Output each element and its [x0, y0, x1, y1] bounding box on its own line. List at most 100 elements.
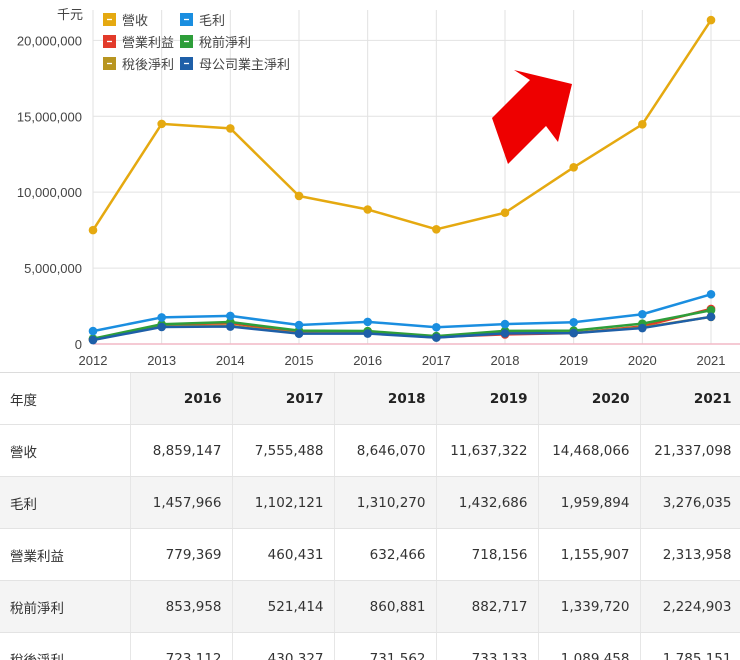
table-cell-value: 1,089,458 [538, 633, 640, 660]
data-point[interactable] [501, 329, 510, 338]
legend-label: 稅前淨利 [199, 35, 251, 51]
axis-layer: 05,000,00010,000,00015,000,00020,000,000… [17, 33, 740, 368]
year-column-header: 2019 [436, 373, 538, 425]
x-tick-label: 2021 [697, 353, 726, 368]
row-label: 稅後淨利 [0, 633, 130, 660]
legend-item[interactable]: 營業利益 [103, 35, 174, 51]
legend-item[interactable]: 營收 [103, 13, 148, 29]
data-point[interactable] [707, 16, 716, 25]
table-cell-value: 21,337,098 [640, 425, 740, 477]
table-cell-value: 460,431 [232, 529, 334, 581]
data-point[interactable] [638, 310, 647, 319]
x-tick-label: 2016 [353, 353, 382, 368]
data-point[interactable] [226, 124, 235, 133]
y-tick-label: 20,000,000 [17, 33, 82, 48]
table-cell-value: 8,859,147 [130, 425, 232, 477]
legend-label: 母公司業主淨利 [199, 57, 290, 73]
data-point[interactable] [432, 225, 441, 234]
data-point[interactable] [363, 318, 372, 327]
row-label: 毛利 [0, 477, 130, 529]
x-tick-label: 2017 [422, 353, 451, 368]
x-tick-label: 2020 [628, 353, 657, 368]
table-cell-value: 14,468,066 [538, 425, 640, 477]
data-point[interactable] [638, 324, 647, 333]
table-cell-value: 779,369 [130, 529, 232, 581]
table-cell-value: 733,133 [436, 633, 538, 660]
legend-item[interactable]: 稅前淨利 [180, 35, 251, 51]
data-point[interactable] [295, 192, 304, 201]
data-point[interactable] [226, 312, 235, 321]
table-cell-value: 1,310,270 [334, 477, 436, 529]
data-point[interactable] [432, 333, 441, 342]
y-axis-unit-label: 千元 [57, 7, 83, 22]
data-point[interactable] [89, 327, 98, 336]
year-column-header: 2020 [538, 373, 640, 425]
table-cell-value: 521,414 [232, 581, 334, 633]
table-cell-value: 632,466 [334, 529, 436, 581]
legend-label: 營業利益 [122, 35, 174, 51]
table-cell-value: 853,958 [130, 581, 232, 633]
table-cell-value: 430,327 [232, 633, 334, 660]
data-point[interactable] [363, 205, 372, 214]
year-column-header: 2016 [130, 373, 232, 425]
data-point[interactable] [638, 120, 647, 129]
table-row: 稅後淨利723,112430,327731,562733,1331,089,45… [0, 633, 740, 660]
data-point[interactable] [569, 329, 578, 338]
y-tick-label: 15,000,000 [17, 109, 82, 124]
legend-label: 稅後淨利 [122, 58, 174, 73]
table-cell-value: 2,224,903 [640, 581, 740, 633]
data-point[interactable] [226, 322, 235, 331]
table-cell-value: 1,432,686 [436, 477, 538, 529]
red-arrow-annotation [492, 70, 572, 164]
data-point[interactable] [295, 329, 304, 338]
data-point[interactable] [89, 226, 98, 235]
table-cell-value: 8,646,070 [334, 425, 436, 477]
data-point[interactable] [89, 336, 98, 345]
table-cell-value: 7,555,488 [232, 425, 334, 477]
data-point[interactable] [157, 120, 166, 129]
row-label: 營收 [0, 425, 130, 477]
data-point[interactable] [295, 321, 304, 330]
x-tick-label: 2012 [79, 353, 108, 368]
data-point[interactable] [569, 163, 578, 172]
year-column-header: 2018 [334, 373, 436, 425]
x-tick-label: 2018 [491, 353, 520, 368]
data-point[interactable] [363, 329, 372, 338]
x-tick-label: 2014 [216, 353, 245, 368]
table-cell-value: 723,112 [130, 633, 232, 660]
data-point[interactable] [569, 318, 578, 327]
row-label: 稅前淨利 [0, 581, 130, 633]
legend-item[interactable]: 稅後淨利 [103, 57, 174, 73]
x-tick-label: 2013 [147, 353, 176, 368]
data-point[interactable] [432, 323, 441, 332]
data-point[interactable] [501, 320, 510, 329]
year-column-header: 2017 [232, 373, 334, 425]
y-tick-label: 5,000,000 [24, 261, 82, 276]
row-label: 營業利益 [0, 529, 130, 581]
legend-label: 營收 [122, 14, 148, 29]
legend-item[interactable]: 毛利 [180, 13, 225, 29]
legend-item[interactable]: 母公司業主淨利 [180, 57, 290, 73]
table-cell-value: 882,717 [436, 581, 538, 633]
data-point[interactable] [501, 208, 510, 217]
chart-svg: 05,000,00010,000,00015,000,00020,000,000… [0, 0, 740, 372]
table-cell-value: 1,339,720 [538, 581, 640, 633]
data-point[interactable] [707, 290, 716, 299]
table-cell-value: 1,457,966 [130, 477, 232, 529]
table-cell-value: 1,155,907 [538, 529, 640, 581]
data-point[interactable] [157, 323, 166, 332]
table-cell-value: 1,102,121 [232, 477, 334, 529]
table-cell-value: 860,881 [334, 581, 436, 633]
data-point[interactable] [157, 313, 166, 322]
data-point[interactable] [707, 313, 716, 322]
x-tick-label: 2019 [559, 353, 588, 368]
y-tick-label: 0 [75, 337, 82, 352]
series-1 [89, 16, 716, 235]
